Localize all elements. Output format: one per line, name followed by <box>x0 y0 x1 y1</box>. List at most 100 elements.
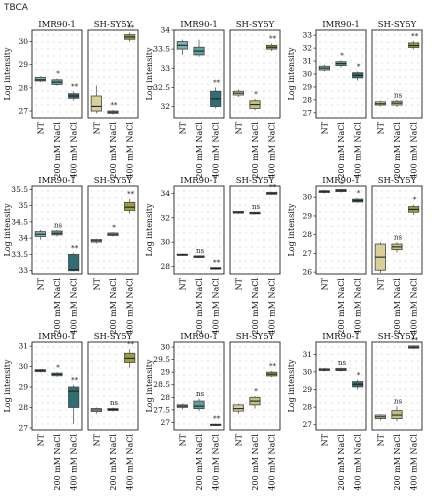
grid-dot <box>411 267 413 269</box>
x-category-label: 200 mM NaCl <box>109 278 118 335</box>
grid-dot <box>35 346 37 348</box>
panel-title: SH-SY5Y <box>236 20 275 30</box>
box-1: ns <box>335 359 347 372</box>
grid-dot <box>361 353 363 355</box>
grid-dot <box>361 346 363 348</box>
grid-dot <box>331 104 333 106</box>
grid-dot <box>337 360 339 362</box>
grid-dot <box>91 76 93 78</box>
grid-dot <box>207 409 209 411</box>
grid-dot <box>387 197 389 199</box>
grid-dot <box>239 246 241 248</box>
grid-dot <box>133 374 135 376</box>
grid-dot <box>207 34 209 36</box>
grid-dot <box>183 211 185 213</box>
y-tick-label: 31 <box>18 342 28 351</box>
box-0 <box>176 39 188 55</box>
grid-dot <box>195 395 197 397</box>
y-tick-label: 28 <box>18 403 28 412</box>
grid-dot <box>269 211 271 213</box>
grid-dot <box>349 374 351 376</box>
grid-dot <box>219 62 221 64</box>
grid-dot <box>239 381 241 383</box>
grid-dot <box>349 246 351 248</box>
grid-dot <box>387 190 389 192</box>
grid-dot <box>207 83 209 85</box>
grid-dot <box>91 218 93 220</box>
grid-dot <box>91 34 93 36</box>
grid-dot <box>177 104 179 106</box>
grid-dot <box>127 253 129 255</box>
grid-dot <box>343 402 345 404</box>
significance-label: ** <box>269 362 277 370</box>
x-category-label: 400 mM NaCl <box>354 122 363 179</box>
grid-dot <box>269 97 271 99</box>
grid-dot <box>269 423 271 425</box>
grid-dot <box>201 225 203 227</box>
grid-dot <box>405 76 407 78</box>
box-body <box>68 386 80 408</box>
panel-frame <box>229 341 281 431</box>
grid-dot <box>319 104 321 106</box>
grid-dot <box>71 34 73 36</box>
grid-dot <box>387 346 389 348</box>
grid-dot <box>405 267 407 269</box>
grid-dot <box>361 409 363 411</box>
grid-dot <box>331 204 333 206</box>
grid-dot <box>263 76 265 78</box>
grid-dot <box>349 260 351 262</box>
grid-dot <box>213 395 215 397</box>
grid-dot <box>337 55 339 57</box>
grid-dot <box>35 260 37 262</box>
grid-dot <box>411 367 413 369</box>
grid-dot <box>251 239 253 241</box>
grid-dot <box>411 260 413 262</box>
x-category-label: 400 mM NaCl <box>126 122 135 179</box>
grid-dot <box>71 423 73 425</box>
grid-dot <box>337 239 339 241</box>
panel-title: SH-SY5Y <box>94 176 133 186</box>
grid-dot <box>239 416 241 418</box>
grid-dot <box>325 211 327 213</box>
grid-dot <box>103 197 105 199</box>
grid-dot <box>109 367 111 369</box>
grid-dot <box>115 218 117 220</box>
dot-grid <box>233 346 277 425</box>
grid-dot <box>97 260 99 262</box>
grid-dot <box>275 190 277 192</box>
significance-label: * <box>254 90 258 98</box>
grid-dot <box>411 48 413 50</box>
grid-dot <box>121 211 123 213</box>
grid-dot <box>103 48 105 50</box>
grid-dot <box>393 76 395 78</box>
grid-dot <box>195 253 197 255</box>
x-category-label: 200 mM NaCl <box>251 122 260 179</box>
grid-dot <box>275 402 277 404</box>
grid-dot <box>337 374 339 376</box>
grid-dot <box>219 367 221 369</box>
grid-dot <box>183 388 185 390</box>
grid-dot <box>133 395 135 397</box>
grid-dot <box>251 232 253 234</box>
grid-dot <box>201 395 203 397</box>
grid-dot <box>319 402 321 404</box>
grid-dot <box>65 218 67 220</box>
grid-dot <box>35 111 37 113</box>
grid-dot <box>251 388 253 390</box>
grid-dot <box>349 34 351 36</box>
grid-dot <box>195 381 197 383</box>
y-tick-label: 33 <box>18 266 28 275</box>
grid-dot <box>343 416 345 418</box>
y-tick-label: 28.5 <box>153 380 170 389</box>
grid-dot <box>275 246 277 248</box>
grid-dot <box>59 267 61 269</box>
grid-dot <box>59 402 61 404</box>
grid-dot <box>331 218 333 220</box>
grid-dot <box>399 55 401 57</box>
grid-dot <box>121 104 123 106</box>
grid-dot <box>71 367 73 369</box>
grid-dot <box>41 367 43 369</box>
grid-dot <box>251 253 253 255</box>
grid-dot <box>417 246 419 248</box>
grid-dot <box>239 97 241 99</box>
